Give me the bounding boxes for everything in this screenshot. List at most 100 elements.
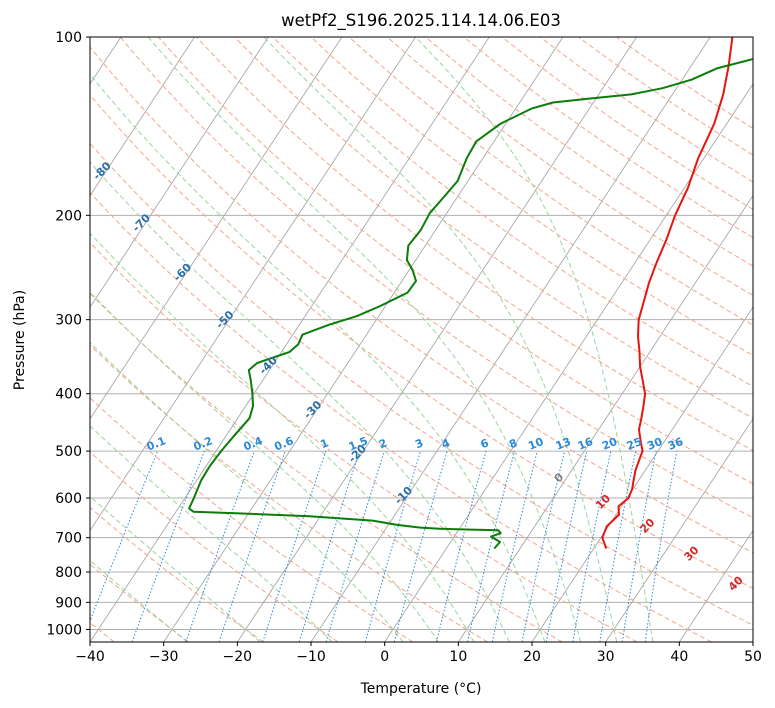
isotherm-line	[531, 306, 753, 642]
x-tick-label: 0	[380, 649, 389, 665]
dry-adiabat-line	[196, 37, 753, 452]
y-tick-label: 200	[55, 208, 82, 224]
mixing-ratio-label: 36	[666, 435, 685, 453]
x-tick-label: −40	[75, 649, 105, 665]
dry-adiabat-line	[348, 37, 753, 326]
mixing-ratio-label: 1	[319, 436, 331, 451]
isotherms	[90, 37, 753, 642]
mixing-ratio-line	[262, 450, 327, 642]
dry-adiabat-line	[90, 292, 563, 642]
dry-adiabat-line	[310, 37, 753, 356]
mixing-ratio-label: 30	[645, 435, 664, 453]
wet-bulb-label: 20	[637, 516, 657, 536]
mixing-ratio-line	[491, 450, 538, 642]
isotherm-line	[90, 37, 417, 532]
mixing-ratio-label: 25	[625, 435, 644, 453]
y-tick-label: 300	[55, 313, 82, 329]
isotherm-label: -100	[11, 49, 40, 78]
dry-adiabat-line	[90, 191, 712, 642]
y-tick-label: 700	[55, 531, 82, 547]
dry-adiabat-line	[234, 37, 753, 419]
dry-adiabat-line	[578, 37, 753, 156]
mixing-ratio-label: 4	[440, 436, 452, 451]
mixing-ratio-line	[644, 451, 678, 642]
moist-adiabat-line	[90, 495, 261, 642]
isotherm-label: -10	[392, 484, 415, 507]
moist-adiabat-line	[90, 291, 439, 642]
mixing-ratio-label: 8	[507, 436, 519, 451]
dry-adiabat-line	[90, 94, 753, 590]
plot-area: 0.1 0.2 0.4 0.6 1 1.5 2 3 4 6 8 10 13 16 20 25 30 36-100-…	[11, 37, 753, 642]
isotherm-label: -90	[52, 106, 75, 129]
temperature-profile-line	[601, 37, 734, 549]
x-tick-label: −20	[223, 649, 253, 665]
moist-adiabats	[90, 37, 654, 642]
x-tick-label: 50	[744, 649, 762, 665]
isotherm-line	[90, 37, 490, 642]
mixing-ratio-label: 20	[600, 435, 619, 453]
y-tick-label: 400	[55, 387, 82, 403]
isotherm-line	[678, 529, 753, 642]
mixing-ratio-label: 10	[526, 435, 545, 453]
moist-adiabat-line	[415, 37, 654, 642]
mixing-ratio-line	[185, 450, 255, 642]
mixing-ratio-line	[521, 450, 566, 642]
mixing-ratio-line	[393, 450, 448, 642]
x-tick-label: 10	[449, 649, 467, 665]
isotherm-label: -50	[213, 308, 236, 331]
y-tick-label: 800	[55, 565, 82, 581]
dry-adiabats	[90, 37, 753, 642]
mixing-ratio-line	[90, 450, 158, 623]
x-tick-label: 40	[670, 649, 688, 665]
y-tick-label: 900	[55, 595, 82, 611]
moist-adiabat-line	[147, 37, 582, 642]
dewpoint-profile-line	[188, 57, 753, 550]
dry-adiabat-line	[90, 241, 638, 642]
mixing-ratio-label: 16	[576, 435, 595, 453]
isotherm-line	[90, 37, 196, 197]
mixing-ratio-line	[364, 450, 421, 642]
moist-adiabat-line	[90, 161, 510, 642]
x-tick-label: −30	[149, 649, 179, 665]
dry-adiabat-line	[90, 142, 753, 626]
mixing-ratio-label: 2	[377, 436, 389, 451]
dry-adiabat-line	[272, 37, 753, 388]
isotherm-line	[90, 37, 343, 420]
mixing-ratio-line	[131, 450, 205, 642]
dry-adiabat-line	[119, 37, 753, 519]
mixing-ratio-line	[218, 450, 286, 642]
isotherm-label: -70	[130, 211, 153, 234]
mixing-ratio-lines	[90, 450, 678, 642]
dry-adiabat-line	[387, 37, 753, 296]
profiles	[188, 37, 753, 550]
isotherm-line	[163, 37, 564, 642]
isotherm-line	[752, 641, 753, 642]
mixing-ratio-line	[467, 450, 515, 642]
wet-bulb-label: 30	[682, 543, 702, 563]
isotherm-label: -80	[90, 159, 113, 182]
moist-adiabat-line	[90, 73, 546, 642]
x-tick-label: 20	[523, 649, 541, 665]
isotherm-label: -30	[301, 398, 324, 421]
mixing-ratio-line	[298, 450, 360, 642]
mixing-ratio-label: 3	[413, 436, 425, 451]
x-tick-label: −10	[296, 649, 326, 665]
x-axis-label: Temperature (°C)	[360, 681, 482, 697]
plot-frame	[89, 36, 754, 643]
mixing-ratio-label: 13	[554, 435, 573, 453]
dry-adiabat-line	[425, 37, 753, 267]
y-tick-label: 100	[55, 30, 82, 46]
y-tick-label: 1000	[46, 622, 82, 638]
moist-adiabat-line	[90, 559, 188, 642]
isotherm-line	[236, 37, 638, 642]
dry-adiabat-line	[90, 451, 339, 642]
pressure-gridlines	[90, 37, 753, 630]
chart-title: wetPf2_S196.2025.114.14.06.E03	[281, 11, 561, 31]
y-tick-label: 600	[55, 491, 82, 507]
isotherm-label: -60	[171, 260, 194, 283]
wet-bulb-label: 10	[593, 492, 613, 512]
x-axis-ticks: −40 −30 −20 −10 0 10 20 30 40 50	[75, 642, 762, 665]
isotherm-line	[90, 37, 269, 308]
mixing-ratio-label: 6	[479, 436, 491, 451]
